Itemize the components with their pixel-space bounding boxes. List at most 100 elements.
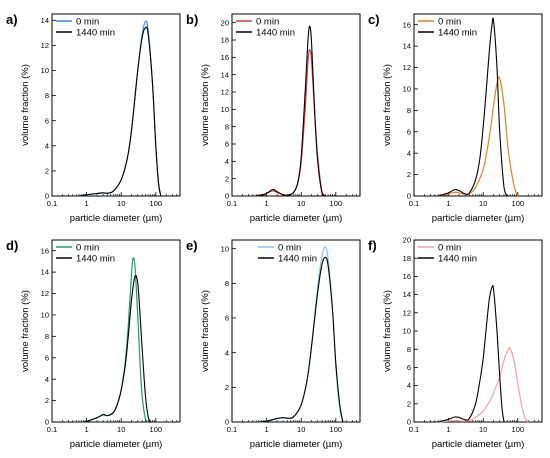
y-tick-label: 12 [41,289,49,298]
legend-label-2: 1440 min [76,253,115,264]
chart-panel-2: 0.1 1 10 100 0 2 4 6 8 10 12 14 16 18 20 particle diame… [186,12,361,224]
y-tick-label: 10 [221,244,229,253]
y-tick-label: 0 [407,192,411,201]
x-tick-label: 100 [150,199,163,208]
y-tick-label: 4 [407,381,411,390]
y-tick-label: 10 [41,311,49,320]
x-tick-label: 1 [85,199,89,208]
x-tick-label: 100 [512,199,525,208]
x-tick-label: 0.1 [47,199,57,208]
x-tick-label: 1 [447,425,451,434]
y-tick-label: 6 [225,314,229,323]
chart-panel-5: 0.1 1 10 100 0 2 4 6 8 10 particle diameter (µm) vo… [186,238,361,450]
x-tick-label: 10 [479,199,487,208]
y-tick-label: 8 [225,122,229,131]
y-tick-label: 14 [41,16,49,25]
x-tick-label: 1 [85,425,89,434]
y-tick-label: 8 [407,106,411,115]
y-tick-label: 2 [225,174,229,183]
series-line-1 [256,246,344,423]
x-axis-label: particle diameter (µm) [70,439,163,450]
y-tick-label: 16 [41,246,49,255]
y-axis-label: volume fraction (%) [20,290,31,372]
series-line-2 [438,284,505,423]
x-tick-label: 100 [150,425,163,434]
plot-frame [231,13,361,197]
y-tick-label: 20 [403,236,411,245]
y-tick-label: 20 [221,18,229,27]
panel-label: e) [186,238,198,253]
y-tick-label: 2 [45,166,49,175]
series-line-2 [78,26,162,197]
panel-label: c) [368,12,380,27]
series-line-1 [83,257,149,423]
y-tick-label: 4 [225,348,229,357]
x-tick-label: 10 [479,425,487,434]
y-tick-label: 16 [403,20,411,29]
y-tick-label: 12 [41,41,49,50]
y-tick-label: 2 [225,383,229,392]
y-tick-label: 14 [403,42,411,51]
y-tick-label: 12 [403,308,411,317]
y-axis-label: volume fraction (%) [200,64,211,146]
panel-label: a) [6,12,18,27]
y-tick-label: 14 [403,290,411,299]
y-tick-label: 0 [225,192,229,201]
series-line-2 [83,274,151,423]
y-tick-label: 8 [45,91,49,100]
legend-label-1: 0 min [438,16,461,27]
y-axis-label: volume fraction (%) [382,64,393,146]
x-axis-label: particle diameter (µm) [70,213,163,224]
y-tick-label: 18 [221,36,229,45]
y-tick-label: 14 [41,268,49,277]
legend-label-1: 0 min [278,242,301,253]
y-tick-label: 10 [221,105,229,114]
y-tick-label: 8 [407,345,411,354]
x-tick-label: 0.1 [47,425,57,434]
x-tick-label: 10 [297,425,305,434]
plot-frame [231,239,361,423]
x-tick-label: 100 [330,199,343,208]
legend-label-1: 0 min [256,16,279,27]
y-tick-label: 12 [403,63,411,72]
y-tick-label: 2 [407,399,411,408]
panel-label: d) [6,238,18,253]
chart-panel-4: 0.1 1 10 100 0 2 4 6 8 10 12 14 16 particle diameter … [6,238,181,450]
x-axis-label: particle diameter (µm) [432,213,525,224]
x-tick-label: 100 [512,425,525,434]
legend-label-2: 1440 min [256,27,295,38]
x-tick-label: 1 [447,199,451,208]
chart-panel-6: 0.1 1 10 100 0 2 4 6 8 10 12 14 16 18 20 particle diame… [368,236,543,450]
legend-label-1: 0 min [76,242,99,253]
y-tick-label: 6 [407,363,411,372]
y-tick-label: 10 [41,66,49,75]
y-tick-label: 12 [221,88,229,97]
y-tick-label: 0 [407,418,411,427]
y-tick-label: 6 [407,127,411,136]
y-tick-label: 4 [225,157,229,166]
y-tick-label: 2 [407,170,411,179]
x-tick-label: 1 [265,425,269,434]
y-tick-label: 10 [403,327,411,336]
y-tick-label: 8 [45,332,49,341]
series-line-2 [438,17,508,197]
panel-label: b) [186,12,198,27]
x-axis-label: particle diameter (µm) [432,439,525,450]
x-tick-label: 0.1 [409,199,419,208]
y-tick-label: 0 [45,192,49,201]
legend-label-2: 1440 min [76,27,115,38]
legend-label-1: 0 min [438,242,461,253]
y-tick-label: 0 [225,418,229,427]
x-axis-label: particle diameter (µm) [250,213,343,224]
y-tick-label: 16 [221,53,229,62]
x-axis-label: particle diameter (µm) [250,439,343,450]
y-tick-label: 16 [403,272,411,281]
legend-label-2: 1440 min [438,27,477,38]
series-line-2 [256,25,326,197]
x-tick-label: 100 [330,425,343,434]
x-tick-label: 0.1 [409,425,419,434]
y-tick-label: 14 [221,70,229,79]
series-line-1 [438,347,529,423]
series-line-2 [256,256,344,423]
